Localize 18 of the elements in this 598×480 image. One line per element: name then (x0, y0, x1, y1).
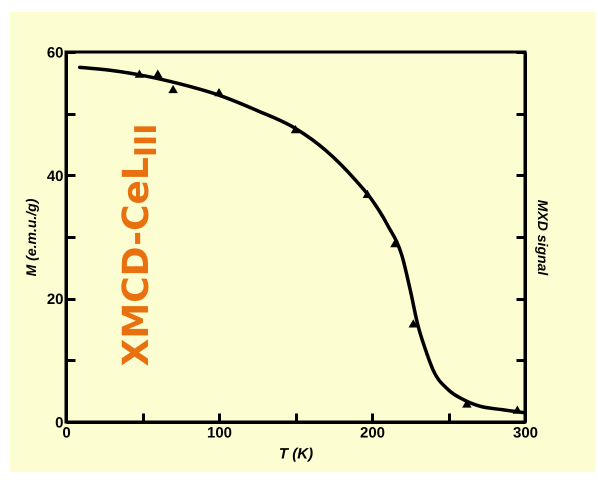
y-tick-label: 40 (46, 168, 64, 185)
point (168, 84, 178, 94)
x-tick-label: 300 (512, 424, 538, 442)
y-tick-label: 60 (46, 44, 64, 62)
point (134, 69, 144, 78)
x-tick-label: 100 (206, 424, 232, 442)
y2-axis-title: MXD signal (535, 200, 551, 276)
y-axis-title: M (e.m.u./g) (22, 198, 39, 276)
point (290, 124, 300, 134)
point (462, 399, 472, 408)
point (408, 319, 418, 328)
point (512, 406, 522, 414)
point (214, 88, 224, 96)
y-tick-label: 20 (46, 291, 64, 308)
x-axis-title: T (K) (278, 446, 314, 462)
point (362, 190, 372, 198)
x-tick-label: 200 (360, 424, 386, 442)
point (153, 69, 163, 78)
